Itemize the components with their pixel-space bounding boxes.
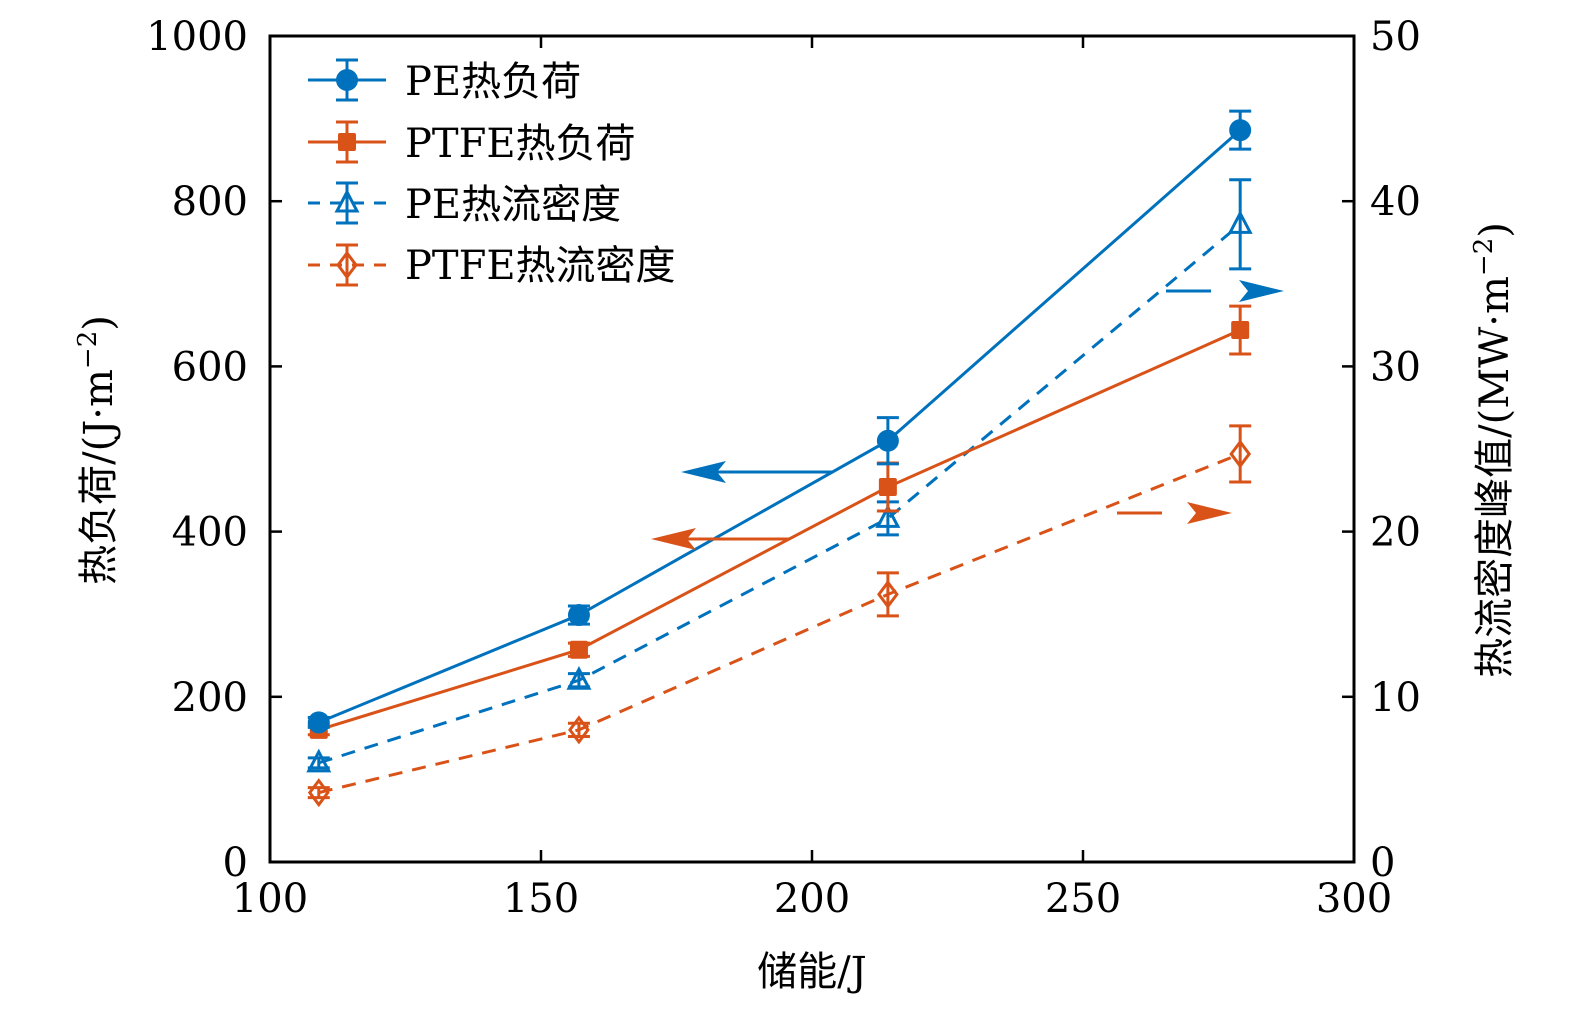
- legend-marker: [336, 69, 358, 91]
- x-tick-label: 150: [503, 876, 579, 922]
- y-axis-left-title-sup: −2: [73, 331, 103, 369]
- data-point-circle: [1229, 119, 1252, 142]
- data-point-circle: [307, 711, 330, 734]
- data-point-triangle: [566, 666, 592, 690]
- arrow-right-icon: [1166, 280, 1284, 302]
- legend-label: PE热流密度: [405, 182, 621, 228]
- data-point-triangle: [306, 748, 332, 773]
- y-axis-right-title-close: ): [1472, 222, 1518, 238]
- data-point-circle: [567, 604, 590, 627]
- y-axis-left-title-main: 热负荷/(J·m: [76, 369, 122, 585]
- x-tick-label: 250: [1045, 876, 1121, 922]
- legend-label: PTFE热负荷: [405, 121, 636, 167]
- y-axis-right-title: 热流密度峰值/(MW·m−2): [1469, 222, 1518, 678]
- y-right-tick-label: 50: [1370, 14, 1421, 60]
- data-point-diamond: [307, 778, 330, 808]
- y-left-tick-label: 400: [172, 510, 248, 556]
- y-axis-left-title: 热负荷/(J·m−2): [73, 315, 122, 585]
- arrow-head: [651, 528, 696, 550]
- arrow-head: [1239, 280, 1284, 302]
- data-point-diamond: [1229, 439, 1252, 469]
- legend-item-ptfe-heat-load: PTFE热负荷: [308, 120, 636, 167]
- legend-marker: [338, 133, 356, 151]
- arrow-right-icon: [1117, 502, 1232, 524]
- legend-marker-square: [308, 120, 386, 164]
- x-tick-label: 200: [774, 876, 850, 922]
- legend-marker-circle: [308, 58, 386, 102]
- x-tick-label: 300: [1316, 876, 1392, 922]
- y-right-tick-label: 20: [1370, 510, 1421, 556]
- series-line: [318, 452, 1241, 795]
- tick-layer: 100 150 200 250 3000200400600800100001020304…: [146, 14, 1421, 922]
- series-triangle: [306, 178, 1253, 773]
- legend-item-ptfe-heat-flux: PTFE热流密度: [308, 243, 676, 289]
- data-point-triangle: [1227, 210, 1253, 234]
- y-axis-right-title-sup: −2: [1469, 238, 1499, 276]
- series-line: [318, 328, 1241, 732]
- legend-item-pe-heat-flux: PE热流密度: [308, 181, 621, 228]
- legend-label: PTFE热流密度: [405, 243, 676, 289]
- arrow-left-icon: [651, 528, 790, 550]
- arrow-layer: [651, 280, 1284, 550]
- legend-marker: [334, 188, 360, 213]
- data-point-triangle: [875, 504, 901, 528]
- arrow-head: [1187, 502, 1232, 524]
- y-right-tick-label: 40: [1370, 179, 1421, 225]
- legend-marker: [336, 250, 358, 280]
- y-left-tick-label: 200: [172, 675, 248, 721]
- data-point-square: [569, 640, 588, 659]
- y-axis-left-title-close: ): [76, 315, 122, 331]
- data-point-square: [1231, 321, 1250, 340]
- series-diamond: [307, 424, 1252, 808]
- y-left-tick-label: 1000: [146, 14, 248, 60]
- series-circle: [307, 109, 1252, 734]
- legend-marker-triangle: [308, 181, 386, 225]
- series-square: [307, 304, 1252, 739]
- legend-marker-diamond: [308, 243, 386, 287]
- data-point-square: [878, 477, 897, 496]
- y-left-tick-label: 0: [223, 840, 248, 886]
- y-right-tick-label: 0: [1370, 840, 1395, 886]
- y-axis-right-title-main: 热流密度峰值/(MW·m: [1472, 276, 1518, 678]
- arrow-left-icon: [681, 461, 832, 483]
- series-line: [318, 223, 1242, 765]
- series-layer: [306, 109, 1253, 808]
- arrow-head: [681, 461, 726, 483]
- legend: PE热负荷 PTFE热负荷 PE热流密度 PTFE热流密度: [308, 58, 676, 289]
- x-tick-label: 100: [232, 876, 308, 922]
- y-right-tick-label: 30: [1370, 344, 1421, 390]
- y-left-tick-label: 600: [172, 344, 248, 390]
- y-left-tick-label: 800: [172, 179, 248, 225]
- data-point-diamond: [877, 579, 899, 609]
- series-line: [318, 129, 1242, 724]
- legend-label: PE热负荷: [405, 59, 581, 105]
- legend-item-pe-heat-load: PE热负荷: [308, 58, 581, 105]
- data-point-diamond: [568, 715, 590, 745]
- x-axis-title: 储能/J: [757, 949, 867, 995]
- y-right-tick-label: 10: [1370, 675, 1421, 721]
- data-point-circle: [876, 429, 899, 452]
